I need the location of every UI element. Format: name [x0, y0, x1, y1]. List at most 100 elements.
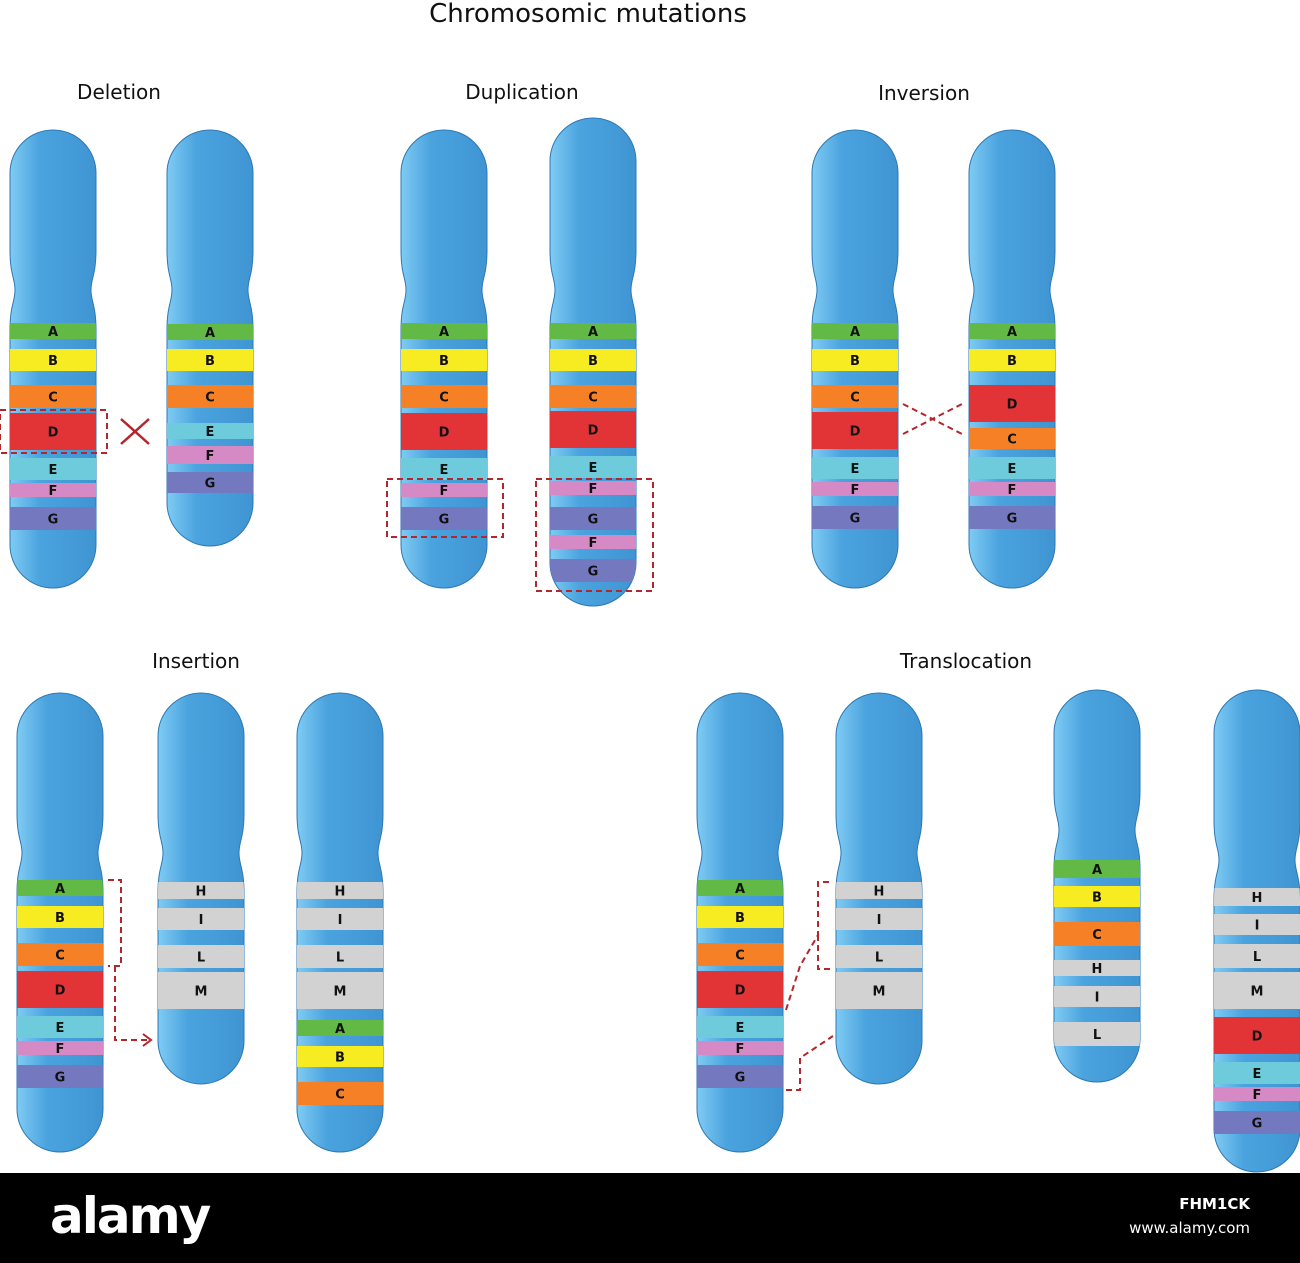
band-label-c: C	[1092, 928, 1102, 943]
band-c	[167, 385, 253, 408]
band-label-f: F	[49, 484, 58, 499]
band-label-f: F	[206, 449, 215, 464]
band-b	[167, 349, 253, 371]
band-label-f: F	[851, 483, 860, 498]
band-l	[1054, 1022, 1140, 1046]
band-a	[167, 324, 253, 340]
band-label-b: B	[335, 1051, 345, 1066]
band-e	[167, 423, 253, 439]
band-label-g: G	[735, 1071, 746, 1086]
band-label-b: B	[1092, 891, 1102, 906]
band-d	[969, 385, 1055, 422]
band-label-e: E	[1253, 1067, 1262, 1082]
insertion-donor-chromosome: AB C D EFG	[16, 692, 104, 1153]
band-d	[1214, 1017, 1300, 1054]
band-label-h: H	[335, 885, 346, 900]
band-g	[969, 506, 1055, 529]
band-g	[1214, 1111, 1300, 1134]
translocation-connector-1	[785, 881, 833, 1011]
duplication-result-box	[535, 478, 654, 592]
band-h	[1054, 960, 1140, 976]
band-label-g: G	[1252, 1117, 1263, 1132]
band-label-i: I	[877, 913, 882, 928]
band-label-f: F	[440, 484, 449, 499]
band-g	[697, 1065, 783, 1088]
band-label-i: I	[338, 913, 343, 928]
band-e	[550, 456, 636, 478]
band-label-c: C	[48, 391, 58, 406]
band-f	[401, 483, 487, 497]
band-label-a: A	[1092, 863, 1102, 878]
band-label-g: G	[439, 513, 450, 528]
band-label-a: A	[439, 325, 449, 340]
translocation-original-1-chromosome: AB C D EFG	[696, 692, 784, 1153]
band-label-b: B	[48, 354, 58, 369]
mutation-markers	[0, 403, 963, 1091]
insertion-bracket	[108, 879, 122, 967]
band-label-d: D	[55, 984, 66, 999]
band-c	[812, 385, 898, 408]
band-b	[969, 349, 1055, 371]
band-d	[697, 971, 783, 1008]
band-i	[158, 908, 244, 930]
translocation-connector-2	[817, 935, 833, 970]
band-h	[1214, 888, 1300, 906]
band-e	[17, 1016, 103, 1038]
band-c	[17, 943, 103, 966]
band-label-a: A	[335, 1022, 345, 1037]
band-h	[158, 882, 244, 899]
band-label-d: D	[735, 984, 746, 999]
band-label-g: G	[588, 513, 599, 528]
band-label-g: G	[850, 512, 861, 527]
insertion-title: Insertion	[152, 649, 240, 673]
band-e	[697, 1016, 783, 1038]
band-label-d: D	[1252, 1030, 1263, 1045]
band-label-f: F	[56, 1042, 65, 1057]
band-label-i: I	[1255, 919, 1260, 934]
deletion-x-icon	[120, 418, 150, 445]
band-c	[969, 428, 1055, 449]
band-label-a: A	[850, 325, 860, 340]
band-d	[812, 412, 898, 449]
band-label-m: M	[334, 985, 347, 1000]
band-label-l: L	[875, 951, 883, 966]
band-a	[10, 323, 96, 339]
band-h	[836, 882, 922, 899]
band-m	[1214, 972, 1300, 1009]
band-label-g: G	[588, 565, 599, 580]
watermark-url: www.alamy.com	[1129, 1219, 1250, 1237]
band-label-m: M	[195, 985, 208, 1000]
band-label-a: A	[55, 882, 65, 897]
band-label-c: C	[335, 1088, 345, 1103]
band-m	[836, 972, 922, 1009]
band-e	[401, 458, 487, 480]
band-f	[812, 482, 898, 496]
band-f	[550, 535, 636, 549]
band-g	[17, 1065, 103, 1088]
band-c	[1054, 922, 1140, 946]
band-label-c: C	[850, 391, 860, 406]
band-g	[550, 559, 636, 582]
band-label-a: A	[48, 325, 58, 340]
band-d	[401, 413, 487, 450]
band-b	[17, 906, 103, 928]
band-a	[697, 880, 783, 896]
band-label-i: I	[199, 913, 204, 928]
band-label-a: A	[1007, 325, 1017, 340]
band-label-g: G	[55, 1071, 66, 1086]
band-l	[1214, 944, 1300, 968]
band-b	[401, 349, 487, 371]
band-l	[297, 945, 383, 968]
deletion-title: Deletion	[77, 80, 161, 104]
band-a	[1054, 860, 1140, 878]
band-label-b: B	[55, 911, 65, 926]
band-label-i: I	[1095, 991, 1100, 1006]
duplication-title: Duplication	[465, 80, 578, 104]
band-i	[1214, 914, 1300, 935]
band-label-b: B	[588, 354, 598, 369]
band-label-m: M	[1251, 985, 1264, 1000]
band-label-f: F	[589, 482, 598, 497]
band-label-b: B	[850, 354, 860, 369]
band-label-h: H	[874, 885, 885, 900]
